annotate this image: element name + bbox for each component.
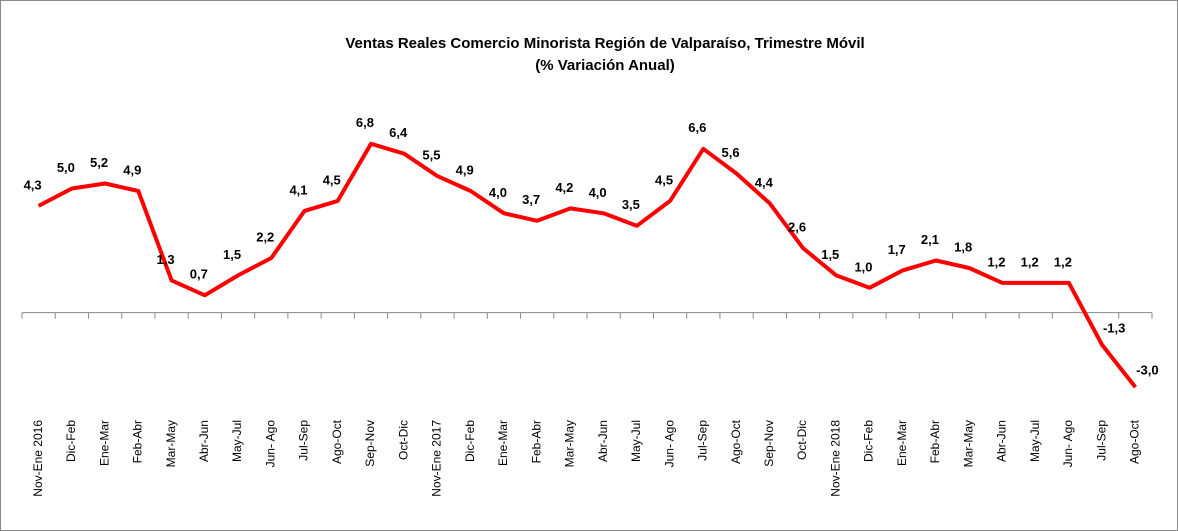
x-tick-label: Abr-Jun: [596, 420, 610, 462]
data-label: 4,3: [24, 177, 42, 192]
chart-title: Ventas Reales Comercio Minorista Región …: [345, 35, 864, 52]
x-tick-label: Oct-Dic: [795, 420, 809, 460]
x-tick-label: May-Jul: [230, 420, 244, 462]
data-label: 4,4: [755, 175, 774, 190]
x-tick-label: Jul-Sep: [1094, 420, 1108, 461]
x-tick-label: Jun- Ago: [662, 420, 676, 468]
x-tick-label: Ene-Mar: [496, 420, 510, 466]
data-label: 5,5: [422, 148, 440, 163]
data-label: 1,5: [223, 247, 241, 262]
x-tick-label: Jul-Sep: [695, 420, 709, 461]
line: [37, 141, 1137, 389]
data-label: 2,6: [788, 220, 806, 235]
data-label: 6,4: [389, 125, 408, 140]
x-tick-label: Jul-Sep: [297, 420, 311, 461]
x-tick-label: Ago-Oct: [330, 419, 344, 464]
x-tick-label: Nov-Ene 2018: [828, 420, 842, 497]
x-tick-label: Abr-Jun: [995, 420, 1009, 462]
x-tick-label: Oct-Dic: [396, 420, 410, 460]
x-tick-label: Jun- Ago: [1061, 420, 1075, 468]
x-tick-label: Mar-May: [563, 420, 577, 467]
data-label: 5,2: [90, 155, 108, 170]
data-label: 6,6: [688, 120, 706, 135]
data-label: 3,5: [622, 197, 640, 212]
x-tick-label: Dic-Feb: [64, 420, 78, 462]
data-label: 1,2: [1054, 254, 1072, 269]
x-tick-label: Feb-Abr: [928, 420, 942, 463]
data-label: 2,1: [921, 232, 939, 247]
data-label: 4,5: [655, 172, 673, 187]
data-label: 5,0: [57, 160, 75, 175]
data-label: 1,7: [888, 242, 906, 257]
x-tick-label: Ago-Oct: [729, 419, 743, 464]
x-tick-label: Sep-Nov: [762, 420, 776, 467]
x-tick-label: Feb-Abr: [130, 420, 144, 463]
data-label: 4,0: [589, 185, 607, 200]
data-label: 4,0: [489, 185, 507, 200]
x-tick-label: May-Jul: [629, 420, 643, 462]
data-label: 4,2: [555, 180, 573, 195]
data-label: 4,9: [456, 162, 474, 177]
x-tick-label: Ene-Mar: [895, 420, 909, 466]
data-label: 1,5: [821, 247, 839, 262]
x-tick-label: Mar-May: [164, 420, 178, 467]
x-tick-label: Sep-Nov: [363, 420, 377, 467]
x-tick-label: Abr-Jun: [197, 420, 211, 462]
data-label: 1,2: [1021, 254, 1039, 269]
x-tick-label: Nov-Ene 2016: [31, 420, 45, 497]
data-label: 1,2: [987, 254, 1005, 269]
data-label: 5,6: [722, 145, 740, 160]
data-label: 2,2: [256, 229, 274, 244]
x-tick-label: Ene-Mar: [97, 420, 111, 466]
data-label: 0,7: [190, 267, 208, 282]
x-tick-label: Jun- Ago: [263, 420, 277, 468]
x-tick-label: Nov-Ene 2017: [430, 420, 444, 497]
x-tick-label: Dic-Feb: [862, 420, 876, 462]
data-label: 6,8: [356, 115, 374, 130]
x-tick-label: Feb-Abr: [529, 420, 543, 463]
data-label: 4,5: [323, 172, 341, 187]
x-tick-label: Ago-Oct: [1128, 419, 1142, 464]
data-label: 1,0: [854, 259, 872, 274]
x-tick-label: Mar-May: [961, 420, 975, 467]
data-label: 4,9: [123, 162, 141, 177]
data-label: 4,1: [289, 182, 307, 197]
data-label: 3,7: [522, 192, 540, 207]
x-tick-label: Dic-Feb: [463, 420, 477, 462]
data-label: -1,3: [1103, 320, 1125, 335]
data-label: -3,0: [1136, 363, 1158, 378]
x-tick-label: May-Jul: [1028, 420, 1042, 462]
data-label: 1,8: [954, 239, 972, 254]
chart-subtitle: (% Variación Anual): [535, 57, 674, 74]
data-label: 1,3: [157, 252, 175, 267]
